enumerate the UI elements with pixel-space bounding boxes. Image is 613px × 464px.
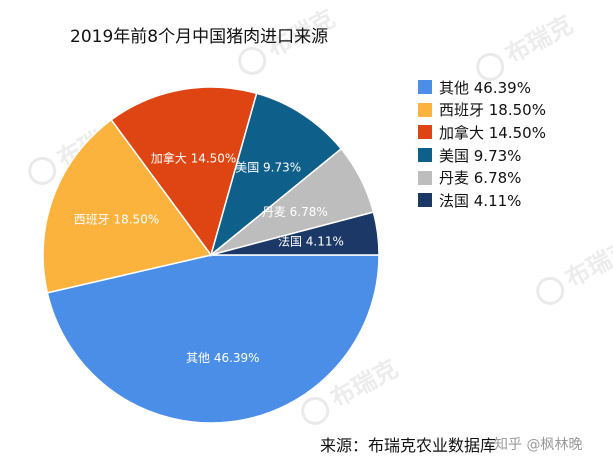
legend-label: 法国 4.11% xyxy=(439,191,522,210)
legend-label: 丹麦 6.78% xyxy=(439,169,522,188)
legend: 其他 46.39% 西班牙 18.50% 加拿大 14.50% 美国 9.73%… xyxy=(418,76,546,212)
slice-label-4: 丹麦 6.78% xyxy=(262,205,328,219)
legend-item: 法国 4.11% xyxy=(418,189,546,212)
legend-swatch xyxy=(418,80,432,95)
pie-slice-3 xyxy=(209,92,343,258)
pie-slice-5 xyxy=(210,211,380,256)
source-note: 来源：布瑞克农业数据库 xyxy=(320,436,497,455)
pie-slice-0 xyxy=(46,254,380,424)
legend-item: 其他 46.39% xyxy=(418,76,546,99)
slice-label-3: 美国 9.73% xyxy=(235,160,301,174)
pie-slice-2 xyxy=(110,86,258,257)
chart-title: 2019年前8个月中国猪肉进口来源 xyxy=(70,27,329,47)
legend-item: 丹麦 6.78% xyxy=(418,166,546,189)
legend-swatch xyxy=(418,170,432,185)
legend-label: 加拿大 14.50% xyxy=(439,123,546,142)
legend-swatch xyxy=(418,148,432,163)
credit-watermark: 知乎 @枫林晚 xyxy=(494,437,583,453)
legend-label: 其他 46.39% xyxy=(439,78,531,97)
slice-label-5: 法国 4.11% xyxy=(278,235,344,249)
slice-label-1: 西班牙 18.50% xyxy=(74,213,160,227)
legend-label: 西班牙 18.50% xyxy=(439,101,546,120)
slice-label-0: 其他 46.39% xyxy=(186,351,260,365)
legend-swatch xyxy=(418,193,432,208)
legend-item: 西班牙 18.50% xyxy=(418,99,546,122)
legend-item: 美国 9.73% xyxy=(418,144,546,167)
legend-swatch xyxy=(418,102,432,117)
legend-item: 加拿大 14.50% xyxy=(418,121,546,144)
pie-slice-1 xyxy=(42,118,213,294)
legend-label: 美国 9.73% xyxy=(439,146,522,165)
legend-swatch xyxy=(418,125,432,140)
slice-label-2: 加拿大 14.50% xyxy=(151,151,237,166)
